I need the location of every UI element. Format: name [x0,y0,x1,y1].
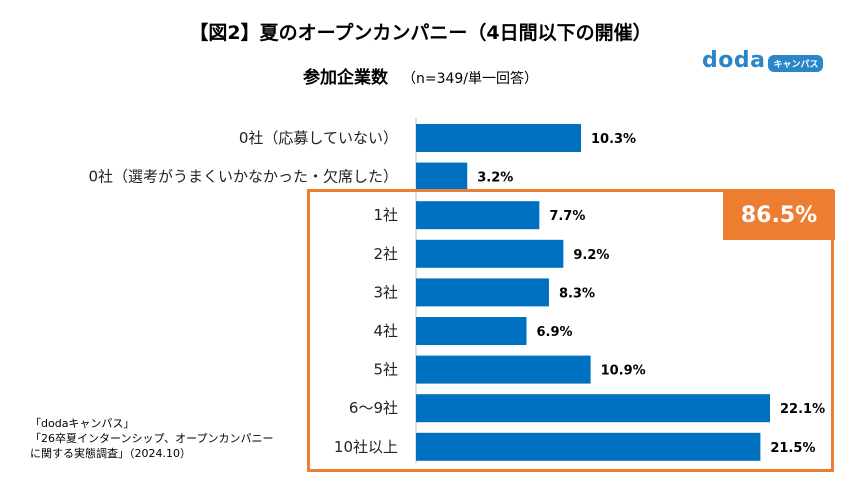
chart-title: 【図2】夏のオープンカンパニー（4日間以下の開催） [189,22,652,44]
value-label: 21.5% [770,441,815,456]
value-label: 22.1% [780,402,825,417]
bar [416,239,564,268]
value-label: 10.9% [601,364,646,379]
highlight-frame [307,189,834,472]
bar [416,317,527,345]
bar [416,278,549,307]
category-label: 1社 [373,206,398,224]
source-line: 「dodaキャンパス」 [30,417,135,430]
sample-note: （n=349/単一回答） [401,71,539,87]
logo-badge: キャンパス [768,55,824,72]
category-label: 3社 [373,283,398,301]
chart-subtitle: 参加企業数 [302,68,388,88]
category-label: 2社 [373,245,398,263]
logo-word: doda [702,48,766,73]
bar [416,162,468,191]
doda-campus-logo: doda キャンパス [702,48,824,73]
category-label: 4社 [373,322,398,340]
category-label: 6〜9社 [349,399,398,417]
source-line: 「26卒夏インターンシップ、オープンカンパニー [30,432,274,445]
value-label: 10.3% [591,132,636,147]
bar [416,201,540,230]
category-label: 0社（応募していない） [239,129,398,147]
highlight-badge: 86.5% [723,190,835,240]
category-label: 5社 [373,361,398,379]
value-label: 6.9% [537,325,573,340]
value-label: 8.3% [559,286,595,301]
value-label: 3.2% [477,171,513,186]
bar [416,394,770,423]
category-label: 0社（選考がうまくいかなかった・欠席した） [88,168,398,186]
value-label: 7.7% [549,209,585,224]
bars-group: 0社（応募していない） 10.3% 0社（選考がうまくいかなかった・欠席した） 3.2… [88,124,825,461]
bar [416,124,581,152]
bar [416,432,761,461]
source-line: に関する実態調査」（2024.10） [30,447,191,460]
category-label: 10社以上 [334,438,398,456]
source-note: 「dodaキャンパス」 「26卒夏インターンシップ、オープンカンパニー に関する… [30,416,273,461]
value-label: 9.2% [573,248,609,263]
bar [416,355,591,384]
subtitle-row: 参加企業数 （n=349/単一回答） [0,63,841,88]
